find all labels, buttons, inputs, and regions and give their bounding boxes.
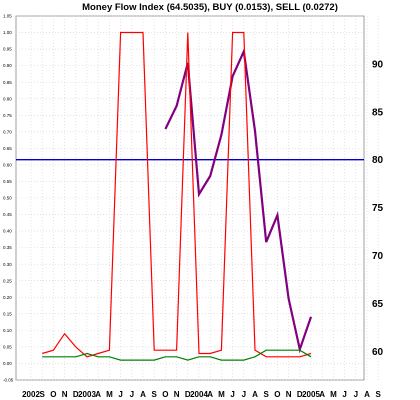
left-tick-label: 0.75 <box>3 113 12 118</box>
left-tick-label: 0.25 <box>3 278 12 283</box>
x-tick-label: M <box>330 390 337 399</box>
right-tick-label: 70 <box>372 251 384 262</box>
left-tick-label: 0.30 <box>3 262 12 267</box>
left-tick-label: 1.05 <box>3 14 12 19</box>
x-tick-label: 2002 <box>22 390 40 399</box>
right-tick-label: 65 <box>372 299 384 310</box>
left-tick-label: 0.45 <box>3 212 12 217</box>
x-tick-label: A <box>95 390 101 399</box>
x-tick-label: A <box>140 390 146 399</box>
right-tick-label: 90 <box>372 59 384 70</box>
x-tick-label: J <box>118 390 122 399</box>
left-tick-label: 1.00 <box>3 30 12 35</box>
chart-title: Money Flow Index (64.5035), BUY (0.0153)… <box>82 2 338 13</box>
left-tick-label: 0.00 <box>3 361 12 366</box>
x-tick-label: S <box>152 390 158 399</box>
x-axis: 2002 S O N D 2003 A M J J A S O N D 2004 A M J J A S O N D 2005 A M… <box>22 390 381 399</box>
right-axis: 60 65 70 75 80 85 90 <box>372 59 384 357</box>
x-tick-label: J <box>242 390 246 399</box>
right-tick-label: 60 <box>372 347 384 358</box>
left-tick-label: 0.90 <box>3 63 12 68</box>
x-tick-label: A <box>252 390 258 399</box>
left-axis: -0.05 0.00 0.05 0.10 0.15 0.20 0.25 0.30 0.35 0.4… <box>3 14 14 383</box>
x-tick-label: D <box>73 390 79 399</box>
x-tick-label: S <box>376 390 382 399</box>
left-tick-label: 0.50 <box>3 196 12 201</box>
x-tick-label: M <box>106 390 113 399</box>
x-tick-label: N <box>286 390 292 399</box>
x-tick-label: D <box>297 390 303 399</box>
x-tick-label: 2003 <box>78 390 96 399</box>
x-tick-label: J <box>130 390 134 399</box>
right-tick-label: 85 <box>372 107 384 118</box>
left-tick-label: 0.15 <box>3 311 12 316</box>
x-tick-label: S <box>40 390 46 399</box>
left-tick-label: -0.05 <box>3 378 14 383</box>
x-tick-label: O <box>162 390 168 399</box>
x-tick-label: J <box>342 390 346 399</box>
left-tick-label: 0.40 <box>3 229 12 234</box>
left-tick-label: 0.60 <box>3 163 12 168</box>
left-tick-label: 0.95 <box>3 47 12 52</box>
series-layer <box>42 31 313 361</box>
left-tick-label: 0.20 <box>3 295 12 300</box>
left-tick-label: 0.80 <box>3 96 12 101</box>
x-tick-label: N <box>62 390 68 399</box>
x-tick-label: O <box>274 390 280 399</box>
x-tick-label: M <box>218 390 225 399</box>
x-tick-label: J <box>230 390 234 399</box>
x-tick-label: A <box>319 390 325 399</box>
x-tick-label: D <box>185 390 191 399</box>
left-tick-label: 0.70 <box>3 129 12 134</box>
left-tick-label: 0.65 <box>3 146 12 151</box>
left-tick-label: 0.05 <box>3 345 12 350</box>
left-tick-label: 0.35 <box>3 245 12 250</box>
left-tick-label: 0.10 <box>3 328 12 333</box>
left-tick-label: 0.55 <box>3 179 12 184</box>
series-line-2 <box>42 31 312 358</box>
x-tick-label: J <box>354 390 358 399</box>
right-tick-label: 75 <box>372 203 384 214</box>
x-tick-label: A <box>364 390 370 399</box>
right-tick-label: 80 <box>372 155 384 166</box>
x-tick-label: O <box>50 390 56 399</box>
left-tick-label: 0.85 <box>3 80 12 85</box>
x-tick-label: N <box>174 390 180 399</box>
x-tick-label: A <box>207 390 213 399</box>
x-tick-label: 2004 <box>190 390 208 399</box>
x-tick-label: S <box>264 390 270 399</box>
x-tick-label: 2005 <box>302 390 320 399</box>
series-line-3 <box>42 349 312 361</box>
